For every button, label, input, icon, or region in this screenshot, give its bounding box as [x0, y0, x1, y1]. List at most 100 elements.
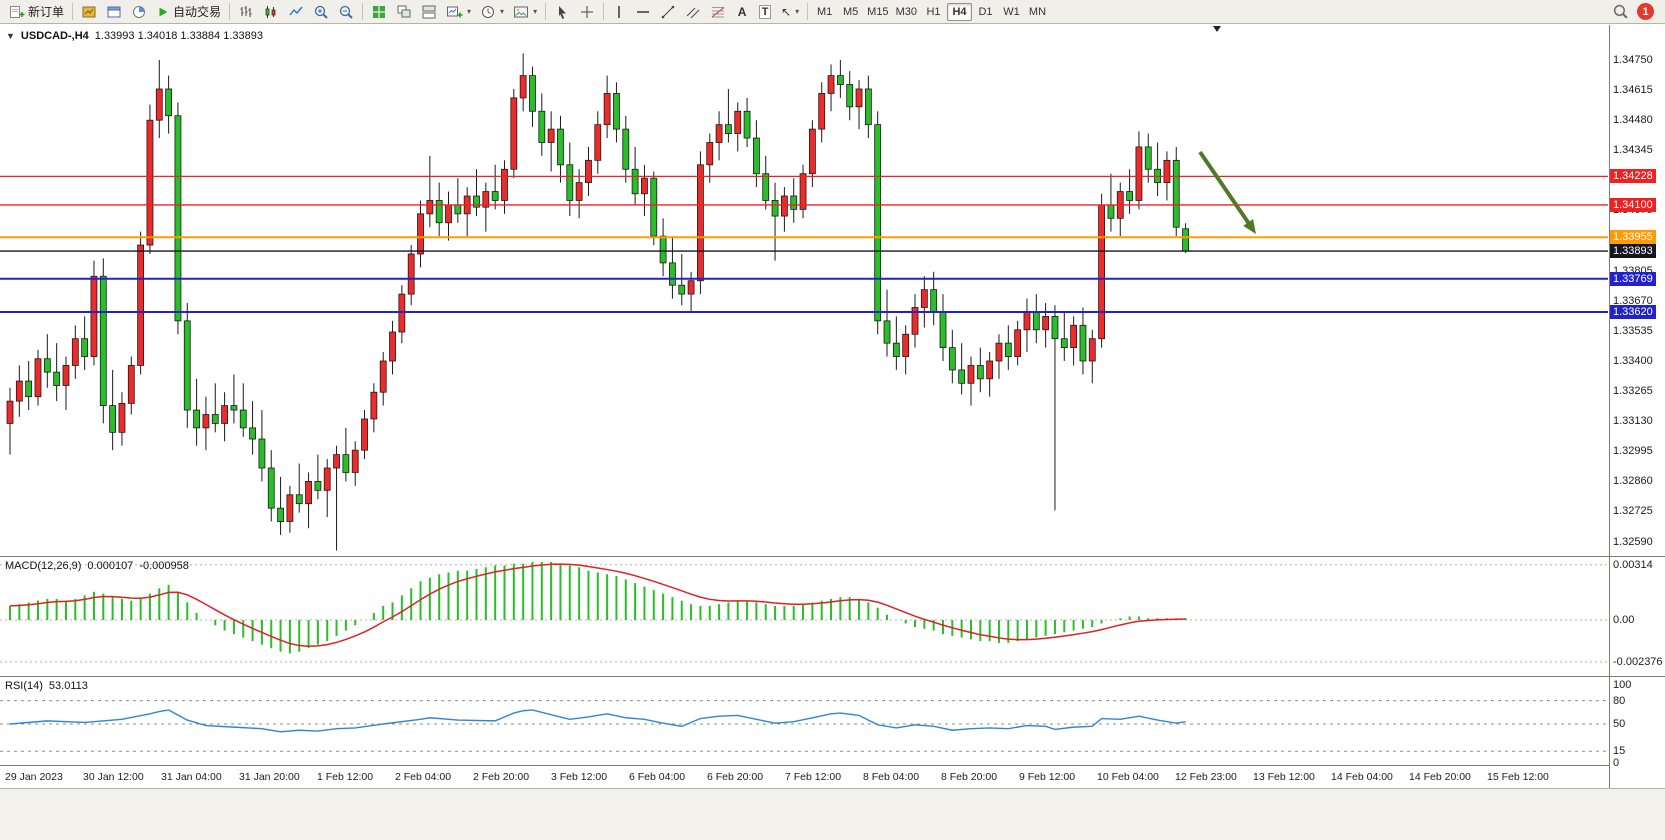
pane-separator-rsi[interactable] [0, 676, 1665, 677]
market-watch-button[interactable] [77, 2, 101, 22]
auto-trading-button[interactable]: 自动交易 [152, 2, 225, 22]
notification-badge[interactable]: 1 [1637, 3, 1654, 20]
macd-signal-line [9, 563, 1186, 647]
vertical-line-tool-button[interactable] [608, 2, 630, 22]
candle-up [155, 88, 163, 121]
candle-down [874, 124, 882, 322]
candle-down [790, 195, 798, 210]
period-clock-button[interactable]: ▾ [476, 2, 508, 22]
candle-down [211, 414, 219, 424]
candle-down [566, 164, 574, 201]
template-button[interactable]: ▾ [509, 2, 541, 22]
new-chart-button[interactable]: ▾ [442, 2, 475, 22]
candle-up [305, 480, 312, 505]
candle-up [585, 159, 592, 184]
timeframe-h1[interactable]: H1 [926, 5, 941, 18]
line-chart-mode-button[interactable] [284, 2, 308, 22]
new-order-button[interactable]: 新订单 [5, 2, 68, 22]
equidistant-channel-icon [686, 7, 700, 18]
candle-up [799, 173, 807, 210]
one-click-trading-toggle-icon[interactable]: ▼ [6, 31, 15, 41]
text-label-tool-button[interactable]: T [754, 2, 776, 22]
bar-chart-mode-button[interactable] [234, 2, 258, 22]
cursor-icon [559, 5, 567, 19]
candle-down [43, 358, 51, 373]
candle-down [249, 427, 256, 440]
toolbar-right-group: 1 [1612, 3, 1660, 20]
candle-down [529, 75, 536, 112]
chevron-down-icon: ▾ [500, 7, 505, 16]
tile-horizontal-button[interactable] [417, 2, 441, 22]
axis-label: 1.33265 [1613, 385, 1653, 398]
candle-down [976, 365, 984, 380]
chart-canvas[interactable] [0, 0, 1608, 788]
candlestick-mode-button[interactable] [259, 2, 283, 22]
cursor-tool-button[interactable] [550, 2, 574, 22]
crosshair-tool-button[interactable] [575, 2, 599, 22]
arrows-tool-button[interactable]: ↖ ▾ [777, 2, 803, 22]
candle-down [230, 405, 238, 411]
arrow-annotation-head [1243, 219, 1256, 234]
candle-down [1032, 311, 1040, 331]
candle-up [34, 358, 42, 398]
cascade-windows-button[interactable] [392, 2, 416, 22]
time-axis[interactable]: 29 Jan 2023 30 Jan 12:00 31 Jan 04:00 31 Ja… [0, 765, 1609, 788]
candle-up [986, 360, 994, 380]
fibonacci-icon [711, 6, 725, 17]
candlestick-icon [265, 5, 276, 18]
candle-down [109, 405, 117, 433]
candle-up [417, 213, 424, 255]
axis-label: 15 [1613, 745, 1626, 758]
timeframe-m1[interactable]: M1 [817, 5, 833, 18]
chart-shift-marker[interactable] [1213, 26, 1221, 32]
candle-up [1042, 316, 1050, 331]
candle-up [118, 402, 126, 433]
candle-down [277, 507, 284, 522]
axis-label: 1.33130 [1613, 415, 1653, 428]
timeframe-m15[interactable]: M15 [867, 5, 889, 18]
candle-down [613, 93, 620, 130]
navigator-button[interactable] [127, 2, 151, 22]
candle-up [15, 380, 23, 402]
candle-down [165, 88, 173, 117]
candle-up [1098, 204, 1106, 340]
trendline-tool-button[interactable] [656, 2, 680, 22]
candle-up [1163, 159, 1171, 184]
zoom-in-button[interactable] [309, 2, 333, 22]
candle-up [127, 365, 135, 404]
candle-up [706, 142, 714, 166]
channel-tool-button[interactable] [681, 2, 705, 22]
horizontal-line-tool-button[interactable] [631, 2, 655, 22]
pane-separator-macd[interactable] [0, 556, 1665, 557]
axis-label: 0 [1613, 757, 1620, 769]
time-label: 31 Jan 04:00 [161, 771, 222, 783]
time-label: 15 Feb 12:00 [1487, 771, 1549, 783]
tile-windows-button[interactable] [367, 2, 391, 22]
candle-up [90, 275, 98, 357]
timeframe-d1[interactable]: D1 [978, 5, 993, 18]
search-icon[interactable] [1612, 3, 1629, 20]
price-axis[interactable]: 1.347501.346151.344801.343451.342101.340… [1609, 25, 1665, 788]
axis-label: 1.34345 [1613, 144, 1653, 157]
price-badge: 1.33893 [1610, 244, 1656, 259]
time-label: 1 Feb 12:00 [317, 771, 374, 783]
candle-down [53, 371, 61, 386]
new-chart-icon [447, 6, 463, 17]
candle-up [379, 360, 387, 393]
timeframe-m30[interactable]: M30 [895, 5, 917, 18]
rsi-line [9, 709, 1186, 733]
data-window-button[interactable] [102, 2, 126, 22]
toolbar-separator [603, 3, 605, 20]
timeframe-m5[interactable]: M5 [843, 5, 859, 18]
timeframe-h4[interactable]: H4 [946, 2, 972, 21]
candle-up [398, 293, 406, 333]
candle-down [846, 84, 854, 108]
chevron-down-icon: ▾ [795, 7, 800, 16]
fibonacci-tool-button[interactable] [706, 2, 730, 22]
candle-down [435, 200, 443, 224]
text-tool-button[interactable]: A [731, 2, 753, 22]
timeframe-w1[interactable]: W1 [1003, 5, 1020, 18]
zoom-out-button[interactable] [334, 2, 358, 22]
chevron-down-icon: ▾ [533, 7, 538, 16]
timeframe-mn[interactable]: MN [1028, 5, 1047, 18]
